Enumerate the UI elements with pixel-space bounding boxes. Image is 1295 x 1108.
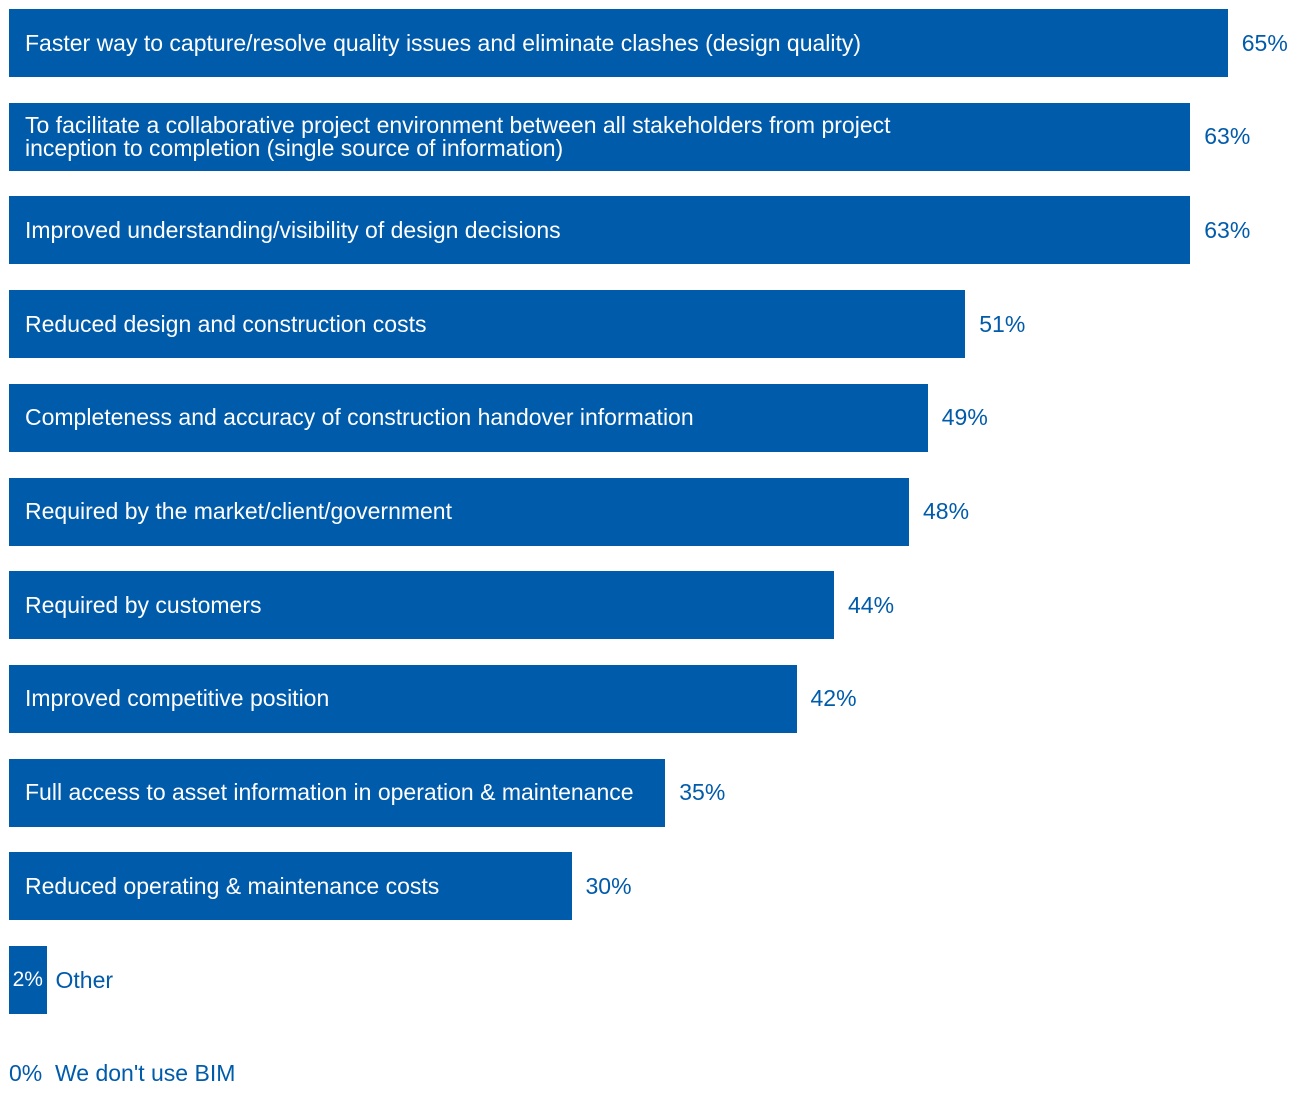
bar-category-label: Required by customers — [25, 591, 262, 618]
bar-value-label: 65% — [1241, 29, 1288, 56]
bar-value-label: 48% — [923, 498, 970, 524]
bar-value-label: 63% — [1204, 216, 1251, 243]
bar — [9, 477, 909, 546]
horizontal-bar-chart: Faster way to capture/resolve quality is… — [9, 9, 1288, 1086]
bar-category-label: To facilitate a collaborative project en… — [25, 111, 891, 161]
bar-category-label: Other — [55, 966, 114, 993]
bar — [9, 9, 1228, 77]
bar-value-label: 44% — [848, 591, 895, 618]
bar — [9, 571, 834, 640]
bar-value-label: 51% — [979, 310, 1026, 337]
bar — [9, 946, 47, 1014]
bar-value-label: 2% — [12, 968, 43, 991]
bar-value-label: 49% — [941, 404, 988, 431]
bar-category-label: Improved understanding/visibility of des… — [25, 216, 561, 243]
bar-value-label: 35% — [679, 779, 726, 806]
bar-value-label: 30% — [585, 872, 632, 899]
bar-category-label: Faster way to capture/resolve quality is… — [25, 29, 862, 56]
bar-category-label: Reduced operating & maintenance costs — [25, 872, 440, 899]
bar-value-label: 63% — [1204, 123, 1251, 150]
bar — [9, 664, 797, 733]
bar-category-label: Completeness and accuracy of constructio… — [25, 404, 694, 431]
bar-category-label: Required by the market/client/government — [25, 498, 452, 524]
bar — [9, 852, 572, 921]
bar — [9, 102, 1191, 171]
bar-category-label: Full access to asset information in oper… — [25, 779, 634, 806]
bar-value-label: 42% — [810, 685, 857, 712]
bar-category-label: Improved competitive position — [25, 685, 330, 712]
bar — [9, 383, 928, 452]
bar — [9, 196, 1191, 265]
bar-category-label: Reduced design and construction costs — [25, 310, 427, 337]
bar — [9, 290, 966, 359]
bar — [9, 758, 666, 827]
